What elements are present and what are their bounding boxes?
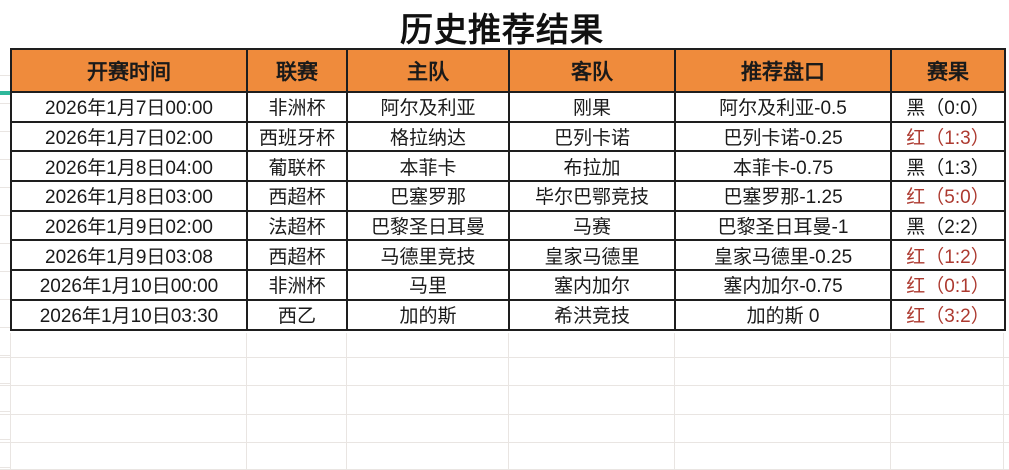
table-row: 2026年1月9日03:08 西超杯 马德里竞技 皇家马德里 皇家马德里-0.2…: [10, 239, 1006, 272]
gridline: [1003, 333, 1004, 470]
cell-league[interactable]: 非洲杯: [246, 91, 348, 123]
gridline: [508, 333, 509, 470]
sheet-left-margin: [0, 48, 10, 470]
gridline: [10, 333, 11, 470]
col-header-away[interactable]: 客队: [508, 48, 676, 93]
cell-league[interactable]: 非洲杯: [246, 269, 348, 301]
cell-time[interactable]: 2026年1月10日00:00: [10, 269, 248, 301]
cell-away-team[interactable]: 希洪竞技: [508, 298, 676, 331]
cell-home-team[interactable]: 马里: [346, 269, 510, 301]
results-table: 开赛时间 联赛 主队 客队 推荐盘口 赛果 2026年1月7日00:00 非洲杯…: [10, 48, 1006, 331]
cell-result[interactable]: 红（1:3）: [890, 120, 1006, 153]
cell-home-team[interactable]: 马德里竞技: [346, 239, 510, 272]
cell-home-team[interactable]: 巴黎圣日耳曼: [346, 209, 510, 242]
gridline: [0, 442, 1009, 443]
cell-away-team[interactable]: 毕尔巴鄂竞技: [508, 180, 676, 212]
cell-time[interactable]: 2026年1月9日03:08: [10, 239, 248, 272]
cell-handicap[interactable]: 巴塞罗那-1.25: [674, 180, 892, 212]
gridline: [346, 333, 347, 470]
col-header-time[interactable]: 开赛时间: [10, 48, 248, 93]
cell-result[interactable]: 黑（2:2）: [890, 209, 1006, 242]
table-row: 2026年1月8日04:00 葡联杯 本菲卡 布拉加 本菲卡-0.75 黑（1:…: [10, 150, 1006, 183]
table-row: 2026年1月10日00:00 非洲杯 马里 塞内加尔 塞内加尔-0.75 红（…: [10, 269, 1006, 301]
col-header-home[interactable]: 主队: [346, 48, 510, 93]
table-row: 2026年1月8日03:00 西超杯 巴塞罗那 毕尔巴鄂竞技 巴塞罗那-1.25…: [10, 180, 1006, 212]
cell-league[interactable]: 西超杯: [246, 180, 348, 212]
cell-home-team[interactable]: 阿尔及利亚: [346, 91, 510, 123]
cell-away-team[interactable]: 皇家马德里: [508, 239, 676, 272]
cell-handicap[interactable]: 皇家马德里-0.25: [674, 239, 892, 272]
cell-handicap[interactable]: 巴黎圣日耳曼-1: [674, 209, 892, 242]
cell-home-team[interactable]: 巴塞罗那: [346, 180, 510, 212]
cell-result[interactable]: 红（0:1）: [890, 269, 1006, 301]
gridline: [246, 333, 247, 470]
gridline: [0, 357, 1009, 358]
cell-home-team[interactable]: 本菲卡: [346, 150, 510, 183]
cell-result[interactable]: 红（1:2）: [890, 239, 1006, 272]
table-row: 2026年1月9日02:00 法超杯 巴黎圣日耳曼 马赛 巴黎圣日耳曼-1 黑（…: [10, 209, 1006, 242]
gridline: [890, 333, 891, 470]
cell-time[interactable]: 2026年1月7日02:00: [10, 120, 248, 153]
cell-result[interactable]: 红（5:0）: [890, 180, 1006, 212]
cell-handicap[interactable]: 本菲卡-0.75: [674, 150, 892, 183]
table-row: 2026年1月7日02:00 西班牙杯 格拉纳达 巴列卡诺 巴列卡诺-0.25 …: [10, 120, 1006, 153]
cell-home-team[interactable]: 加的斯: [346, 298, 510, 331]
gridline: [0, 414, 1009, 415]
cell-time[interactable]: 2026年1月8日03:00: [10, 180, 248, 212]
cell-home-team[interactable]: 格拉纳达: [346, 120, 510, 153]
cell-league[interactable]: 西超杯: [246, 239, 348, 272]
cell-league[interactable]: 西乙: [246, 298, 348, 331]
cell-handicap[interactable]: 加的斯 0: [674, 298, 892, 331]
cell-away-team[interactable]: 布拉加: [508, 150, 676, 183]
gridline: [674, 333, 675, 470]
cell-handicap[interactable]: 巴列卡诺-0.25: [674, 120, 892, 153]
gridline: [0, 385, 1009, 386]
cell-away-team[interactable]: 塞内加尔: [508, 269, 676, 301]
table-row: 2026年1月10日03:30 西乙 加的斯 希洪竞技 加的斯 0 红（3:2）: [10, 298, 1006, 331]
col-header-result[interactable]: 赛果: [890, 48, 1006, 93]
cell-league[interactable]: 西班牙杯: [246, 120, 348, 153]
cell-time[interactable]: 2026年1月10日03:30: [10, 298, 248, 331]
page-title: 历史推荐结果: [400, 11, 604, 48]
cell-result[interactable]: 红（3:2）: [890, 298, 1006, 331]
cell-time[interactable]: 2026年1月7日00:00: [10, 91, 248, 123]
cell-away-team[interactable]: 巴列卡诺: [508, 120, 676, 153]
cell-league[interactable]: 法超杯: [246, 209, 348, 242]
cell-handicap[interactable]: 塞内加尔-0.75: [674, 269, 892, 301]
cell-result[interactable]: 黑（1:3）: [890, 150, 1006, 183]
cell-away-team[interactable]: 刚果: [508, 91, 676, 123]
cell-away-team[interactable]: 马赛: [508, 209, 676, 242]
cell-handicap[interactable]: 阿尔及利亚-0.5: [674, 91, 892, 123]
col-header-league[interactable]: 联赛: [246, 48, 348, 93]
col-header-handicap[interactable]: 推荐盘口: [674, 48, 892, 93]
table-row: 2026年1月7日00:00 非洲杯 阿尔及利亚 刚果 阿尔及利亚-0.5 黑（…: [10, 91, 1006, 123]
cell-time[interactable]: 2026年1月9日02:00: [10, 209, 248, 242]
cell-time[interactable]: 2026年1月8日04:00: [10, 150, 248, 183]
cell-result[interactable]: 黑（0:0）: [890, 91, 1006, 123]
cell-league[interactable]: 葡联杯: [246, 150, 348, 183]
teal-accent-mark: [0, 91, 10, 95]
header-row: 开赛时间 联赛 主队 客队 推荐盘口 赛果: [10, 48, 1006, 93]
